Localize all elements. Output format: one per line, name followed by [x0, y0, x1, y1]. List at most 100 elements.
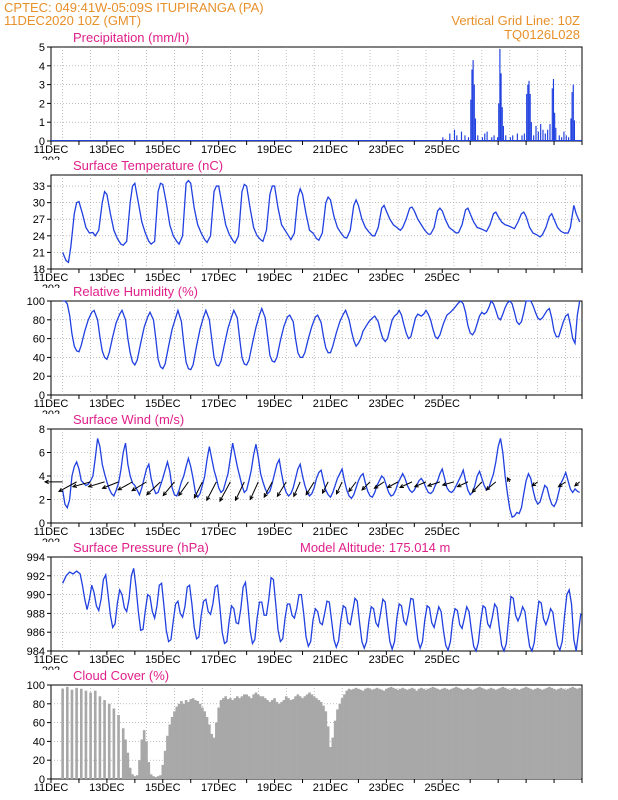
- cloud-bar: [534, 688, 537, 779]
- cloud-bar: [112, 708, 116, 779]
- cloud-bar: [196, 700, 200, 779]
- pres-xtick-label: 13DEC: [89, 654, 125, 666]
- cloud-bar: [261, 696, 265, 779]
- cloud-bar: [177, 703, 181, 779]
- wind-vector-head: [322, 489, 327, 495]
- precip-bar: [530, 122, 532, 141]
- cloud-bar: [489, 687, 493, 779]
- cloud-bar: [422, 688, 425, 779]
- pres-xtick-label: 19DEC: [257, 654, 293, 666]
- cloud-xtick-label: 17DEC: [201, 782, 237, 794]
- wind-frame: [50, 428, 583, 524]
- cloud-bar: [322, 705, 325, 779]
- precip-ytick-label: 0: [39, 136, 45, 148]
- pres-xtick-label: 23DEC: [369, 654, 405, 666]
- cloud-bar: [524, 686, 528, 779]
- wind-vector-head: [234, 496, 239, 502]
- rh-xtick-label: 13DEC: [89, 398, 125, 410]
- cloud-bar: [408, 688, 411, 779]
- wind-vector: [427, 481, 441, 487]
- wind-vector: [471, 481, 483, 493]
- cloud-bar: [252, 694, 255, 779]
- cloud-bar: [231, 700, 234, 779]
- pres-annotation: Model Altitude: 175.014 m: [300, 540, 450, 555]
- temp-xtick-label: 13DEC: [89, 272, 125, 284]
- cloud-bar: [527, 687, 530, 779]
- cloud-bar: [361, 690, 365, 779]
- cloud-bar: [138, 760, 141, 779]
- cloud-bar: [389, 686, 393, 779]
- cloud-bar: [135, 775, 139, 779]
- cloud-bar: [187, 701, 190, 779]
- cloud-bar: [84, 690, 88, 779]
- precip-bar: [533, 135, 535, 141]
- wind-ytick-label: 0: [39, 518, 45, 530]
- wind-xtick-label: 17DEC: [201, 526, 237, 538]
- rh-xtick-label: 25DEC: [425, 398, 461, 410]
- cloud-bar: [396, 689, 400, 779]
- wind-vector: [162, 481, 175, 496]
- wind-vector-head: [162, 491, 168, 497]
- precip-xtick-label: 25DEC: [425, 144, 461, 156]
- cloud-bar: [452, 687, 456, 779]
- cloud-bar: [315, 698, 318, 779]
- precip-bar: [470, 99, 472, 141]
- precip-bar: [568, 137, 570, 141]
- cloud-bar: [147, 762, 151, 779]
- cloud-bar: [366, 687, 370, 779]
- cloud-bar: [340, 698, 344, 779]
- cloud-bar: [548, 686, 551, 779]
- cloud-bar: [510, 688, 514, 779]
- cloud-bar: [447, 689, 451, 779]
- wind-vector: [131, 481, 147, 492]
- precip-bar: [472, 60, 474, 141]
- cloud-bar: [282, 700, 286, 779]
- cloud-bar: [506, 688, 509, 779]
- wind-ytick-label: 2: [39, 495, 45, 507]
- cloud-bar: [410, 687, 414, 779]
- wind-vector: [361, 481, 371, 491]
- cloud-bar: [513, 687, 516, 779]
- cloud-xtick-label: 15DEC: [145, 782, 181, 794]
- wind-vector: [88, 481, 105, 488]
- wind-vector: [322, 481, 329, 494]
- wind-vector: [235, 481, 245, 501]
- precip-bar: [464, 135, 466, 141]
- cloud-bar: [336, 709, 339, 779]
- temp-xtick-label: 23DEC: [369, 272, 405, 284]
- cloud-bar: [233, 698, 237, 779]
- cloud-bar: [454, 686, 458, 779]
- precip-bar: [573, 120, 576, 141]
- cloud-bar: [182, 703, 186, 779]
- wind-vector: [117, 481, 133, 491]
- cloud-bar: [75, 687, 78, 779]
- wind-year-label: 202: [42, 537, 60, 549]
- cloud-bar: [308, 692, 311, 779]
- pres-ytick-label: 984: [27, 646, 45, 658]
- cloud-bar: [350, 689, 353, 779]
- cloud-bar: [263, 698, 267, 779]
- wind-vector-head: [293, 492, 298, 498]
- cloud-bar: [364, 688, 367, 779]
- precip-bar: [449, 133, 451, 141]
- cloud-bar: [464, 688, 467, 779]
- cloud-title: Cloud Cover (%): [73, 668, 169, 683]
- cloud-bar: [354, 687, 358, 779]
- wind-vector-head: [43, 479, 49, 485]
- pres-xtick-label: 25DEC: [425, 654, 461, 666]
- cloud-bar: [545, 687, 549, 779]
- cloud-bar: [168, 724, 172, 779]
- cloud-bar: [298, 696, 302, 779]
- wind-vector-head: [426, 482, 432, 487]
- cloud-bar: [501, 686, 505, 779]
- cloud-bar: [431, 686, 435, 779]
- cloud-bar: [312, 696, 316, 779]
- temp-xtick-label: 15DEC: [145, 272, 181, 284]
- cloud-bar: [317, 700, 321, 779]
- cloud-bar: [471, 689, 474, 779]
- cloud-bar: [406, 689, 409, 779]
- cloud-bar: [417, 688, 421, 779]
- cloud-bar: [345, 690, 349, 779]
- cloud-bar: [205, 716, 209, 779]
- cloud-bar: [131, 774, 134, 779]
